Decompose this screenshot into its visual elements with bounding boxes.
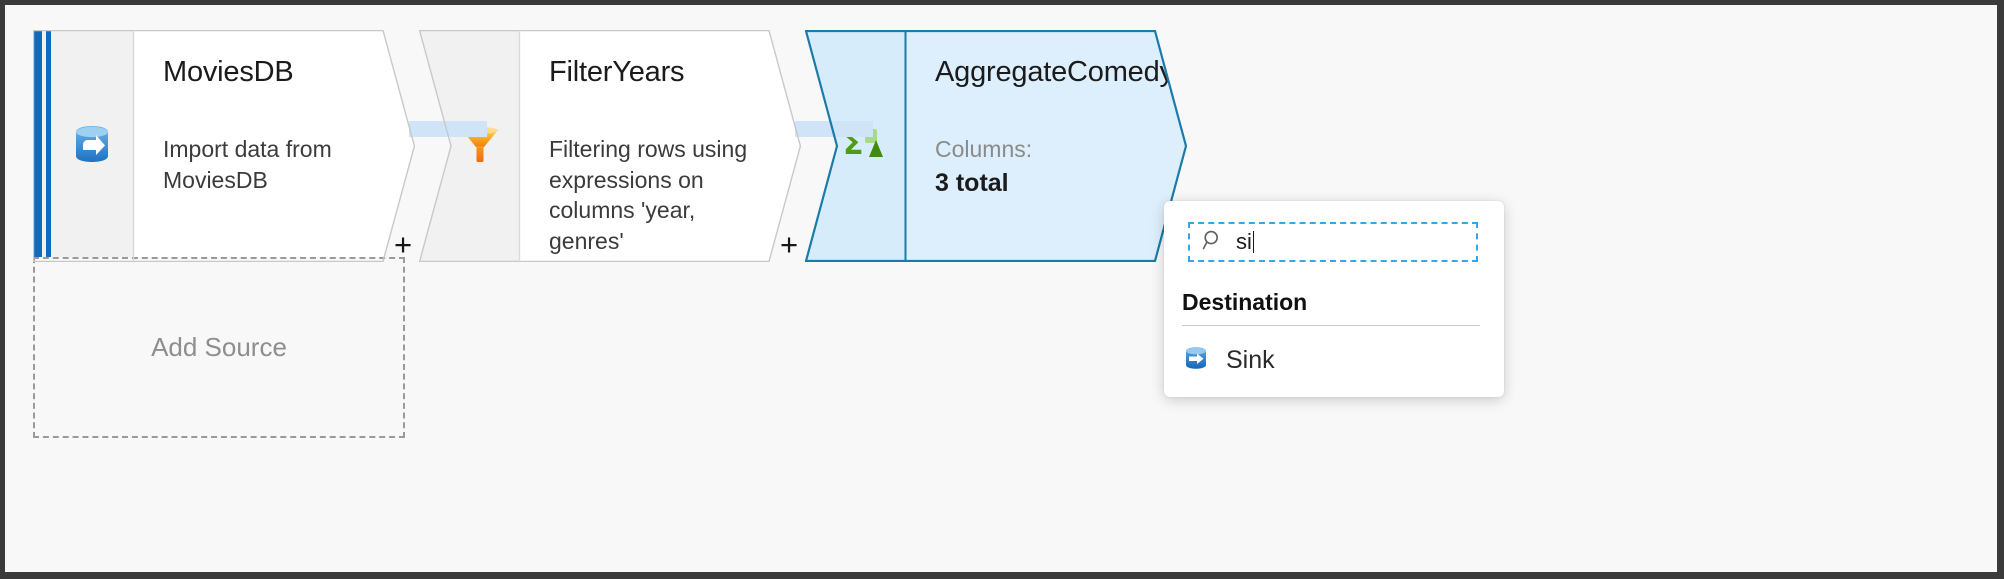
node-title: AggregateComedyRating xyxy=(935,56,1257,88)
flyout-group-header-destination: Destination xyxy=(1182,289,1308,315)
search-input[interactable]: si xyxy=(1236,229,1252,254)
node-body-filter: FilterYears Filtering rows using express… xyxy=(519,30,801,262)
node-title: FilterYears xyxy=(549,56,685,88)
search-icon xyxy=(1202,229,1224,256)
node-columns-label: Columns: xyxy=(935,136,1033,162)
dataflow-canvas[interactable]: MoviesDB Import data from MoviesDB + xyxy=(5,5,1997,572)
connector-source-to-filter xyxy=(409,121,487,137)
node-title: MoviesDB xyxy=(163,56,294,88)
node-icon-pane-aggregate: Σ xyxy=(805,30,905,262)
flyout-group-divider xyxy=(1182,325,1480,326)
node-description: Import data from MoviesDB xyxy=(163,136,332,193)
add-after-moviesdb[interactable]: + xyxy=(393,227,413,262)
add-node-flyout: si Destination Sink xyxy=(1164,201,1504,397)
node-body-source: MoviesDB Import data from MoviesDB xyxy=(133,30,415,262)
flyout-item-sink[interactable]: Sink xyxy=(1182,338,1482,382)
selection-stripe-outer xyxy=(33,30,42,262)
node-icon-pane-source xyxy=(33,30,133,262)
add-source-placeholder[interactable]: Add Source xyxy=(33,257,405,438)
add-after-filteryears[interactable]: + xyxy=(779,227,799,262)
node-columns-value: 3 total xyxy=(935,169,1009,197)
add-source-label: Add Source xyxy=(151,332,287,362)
node-transform-filteryears[interactable]: FilterYears Filtering rows using express… xyxy=(419,30,801,262)
selection-stripe-inner xyxy=(46,30,51,262)
sink-icon xyxy=(1182,344,1210,377)
connector-filter-to-aggregate xyxy=(795,121,873,137)
flyout-item-label: Sink xyxy=(1226,345,1275,374)
node-source-moviesdb[interactable]: MoviesDB Import data from MoviesDB xyxy=(33,30,415,262)
node-icon-pane-filter xyxy=(419,30,519,262)
text-caret xyxy=(1252,231,1254,253)
node-transform-aggregatecomedyrating[interactable]: Σ AggregateComedyRating Columns: 3 total xyxy=(805,30,1187,262)
database-import-icon xyxy=(70,122,114,171)
flyout-search-field[interactable]: si xyxy=(1188,222,1478,262)
node-description: Filtering rows using expressions on colu… xyxy=(549,136,748,254)
